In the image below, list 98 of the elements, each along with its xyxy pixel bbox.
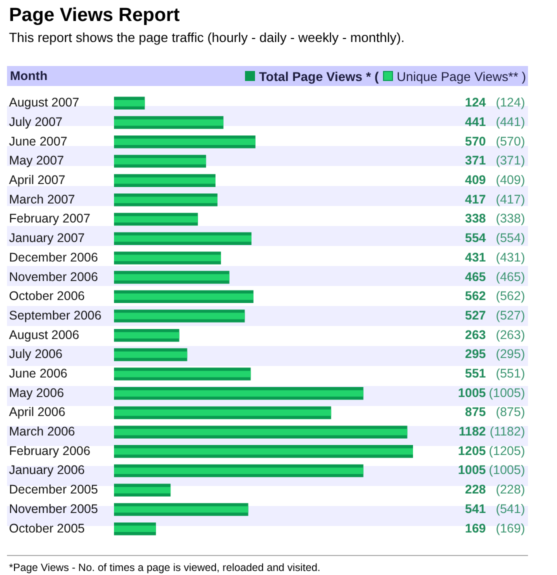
data-label: 554 — [465, 231, 486, 246]
data-label: 124 — [465, 96, 486, 110]
data-label: (295) — [496, 347, 525, 362]
data-label: (263) — [496, 328, 525, 342]
data-label: 551 — [465, 366, 486, 380]
bar — [114, 100, 145, 106]
data-label: (228) — [496, 482, 525, 497]
data-label: (1205) — [488, 444, 525, 458]
y-tick-label: January 2006 — [9, 463, 85, 478]
bar — [114, 526, 156, 532]
data-label: (431) — [496, 250, 525, 264]
y-tick-label: June 2006 — [9, 366, 68, 380]
data-label: (465) — [496, 270, 525, 284]
data-label: (1005) — [488, 386, 525, 400]
y-tick-label: January 2007 — [9, 231, 85, 246]
data-label: (409) — [496, 173, 525, 188]
data-label: (371) — [496, 154, 525, 168]
legend-label: Unique Page Views** ) — [396, 68, 526, 84]
data-label: (527) — [496, 308, 525, 322]
data-label: (124) — [496, 96, 525, 110]
data-label: (541) — [496, 502, 525, 516]
bar — [114, 312, 245, 320]
bar — [114, 506, 248, 513]
data-label: 1182 — [458, 424, 486, 439]
y-tick-label: February 2007 — [9, 212, 90, 226]
data-label: 371 — [465, 154, 486, 168]
y-tick-label: March 2006 — [9, 424, 76, 439]
y-tick-label: December 2005 — [9, 482, 98, 497]
data-label: (338) — [496, 212, 525, 226]
data-label: 875 — [465, 405, 486, 420]
bar — [114, 448, 413, 455]
y-tick-label: July 2007 — [9, 114, 63, 129]
data-label: 338 — [465, 212, 486, 226]
bar — [114, 293, 254, 300]
data-label: 409 — [465, 173, 486, 188]
bar — [114, 119, 224, 126]
bar — [114, 138, 256, 146]
chart-title: Page Views Report — [9, 5, 180, 27]
data-label: 541 — [465, 502, 486, 516]
y-tick-label: February 2006 — [9, 444, 90, 458]
bar — [114, 216, 198, 222]
y-axis-title: Month — [10, 69, 48, 83]
y-tick-label: December 2006 — [9, 250, 98, 264]
data-label: (554) — [496, 231, 525, 246]
data-label: 1005 — [458, 386, 486, 400]
bar — [114, 196, 218, 204]
bar — [114, 158, 206, 164]
data-label: (1182) — [490, 424, 525, 439]
data-label: 263 — [465, 328, 486, 342]
bar — [114, 370, 251, 378]
y-tick-label: September 2006 — [9, 308, 102, 322]
data-label: 570 — [465, 134, 486, 148]
bar — [114, 332, 180, 339]
data-label: 295 — [465, 347, 486, 362]
y-tick-label: July 2006 — [9, 347, 63, 362]
data-label: (875) — [496, 405, 525, 420]
y-tick-label: April 2006 — [9, 405, 66, 420]
data-label: 527 — [465, 308, 486, 322]
bar — [114, 410, 332, 416]
y-tick-label: August 2006 — [9, 328, 80, 342]
bar — [114, 235, 252, 242]
y-tick-label: May 2006 — [9, 386, 64, 400]
data-label: (570) — [496, 134, 525, 148]
data-label: (417) — [496, 192, 525, 206]
y-tick-label: October 2005 — [9, 521, 85, 536]
y-tick-label: October 2006 — [9, 289, 85, 304]
bar — [114, 428, 408, 436]
legend-label: Total Page Views * ( — [259, 68, 379, 84]
data-label: 417 — [465, 192, 486, 206]
y-tick-label: April 2007 — [9, 173, 66, 188]
bar — [114, 468, 364, 474]
data-label: 169 — [465, 521, 486, 536]
bar — [114, 390, 364, 397]
y-tick-label: November 2005 — [9, 502, 98, 516]
data-label: 1005 — [458, 463, 486, 478]
data-label: (551) — [496, 366, 525, 380]
data-label: (169) — [496, 521, 525, 536]
y-tick-label: November 2006 — [9, 270, 98, 284]
data-label: 1205 — [458, 444, 486, 458]
y-tick-label: August 2007 — [9, 96, 80, 110]
bar — [114, 486, 171, 494]
bar — [114, 177, 216, 184]
y-tick-label: June 2007 — [9, 134, 68, 148]
data-label: (441) — [496, 114, 525, 129]
data-label: (1005) — [488, 463, 525, 478]
data-label: 228 — [465, 482, 486, 497]
bar — [114, 254, 221, 262]
data-label: (562) — [496, 289, 525, 304]
data-label: 562 — [465, 289, 486, 304]
data-label: 465 — [465, 270, 486, 284]
bar — [114, 352, 188, 358]
bar — [114, 274, 230, 280]
y-tick-label: March 2007 — [9, 192, 76, 206]
y-tick-label: May 2007 — [9, 154, 64, 168]
data-label: 441 — [465, 114, 486, 129]
chart-subtitle: This report shows the page traffic (hourly - daily - weekly - monthly). — [9, 30, 405, 45]
text: *Page Views - No. of times a page is viewed, reloaded and visited. — [9, 562, 320, 574]
data-label: 431 — [465, 250, 486, 264]
